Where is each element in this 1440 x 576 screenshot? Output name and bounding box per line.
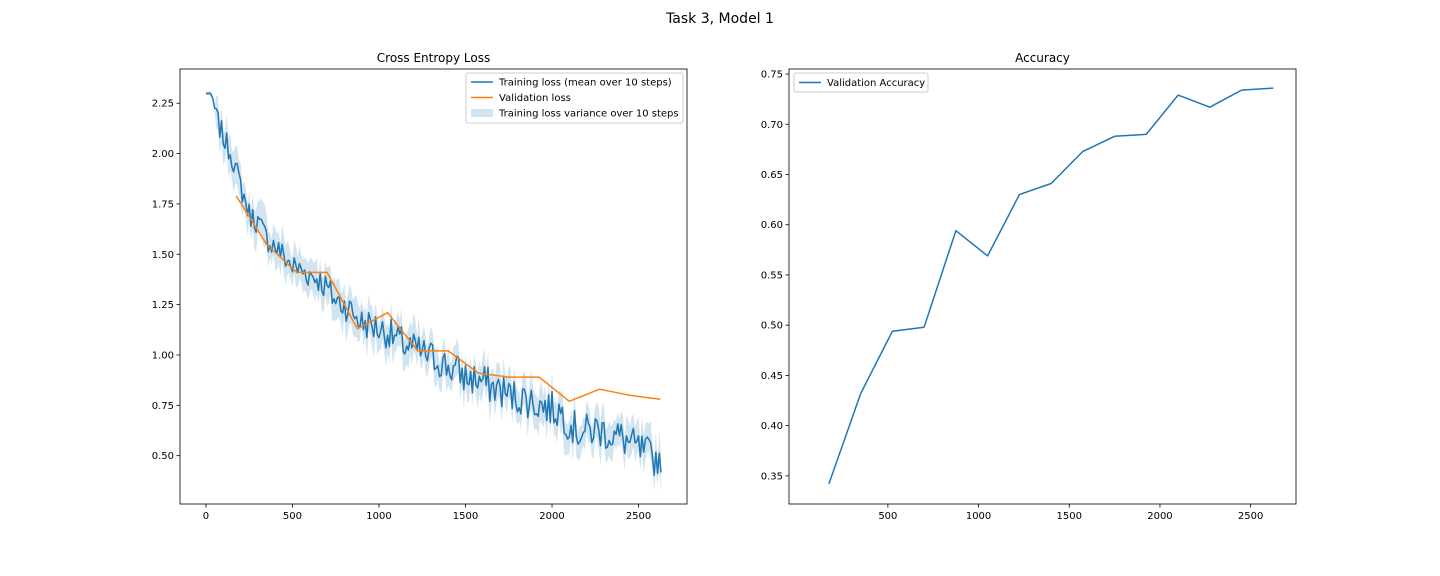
validation-loss-line bbox=[235, 195, 661, 403]
y-tick-label: 0.35 bbox=[761, 471, 783, 482]
accuracy-legend: Validation Accuracy bbox=[793, 72, 929, 93]
loss-legend: Training loss (mean over 10 steps) Valida… bbox=[465, 72, 684, 124]
y-tick-label: 2.25 bbox=[152, 99, 174, 110]
figure-suptitle: Task 3, Model 1 bbox=[665, 11, 774, 27]
y-tick-label: 0.40 bbox=[761, 421, 783, 432]
accuracy-chart: Accuracy 500 1000 1500 2000 2500 0.35 0.40 0.45 0… bbox=[761, 51, 1297, 522]
x-tick-label: 2000 bbox=[1147, 511, 1172, 522]
legend-accuracy-label: Validation Accuracy bbox=[827, 78, 925, 89]
y-tick-label: 0.45 bbox=[761, 371, 783, 382]
y-tick-label: 0.65 bbox=[761, 170, 783, 181]
x-tick-label: 2500 bbox=[626, 511, 651, 522]
x-tick-label: 1500 bbox=[1057, 511, 1082, 522]
y-tick-label: 0.70 bbox=[761, 120, 783, 131]
x-tick-label: 2000 bbox=[539, 511, 564, 522]
loss-chart: Cross Entropy Loss 0 500 1000 1500 2000 2500 0.… bbox=[152, 51, 688, 522]
chart-title: Cross Entropy Loss bbox=[377, 51, 490, 65]
x-tick-label: 2500 bbox=[1238, 511, 1263, 522]
y-tick-label: 0.75 bbox=[761, 70, 783, 81]
legend-training-loss-label: Training loss (mean over 10 steps) bbox=[498, 78, 672, 89]
y-tick-label: 1.00 bbox=[152, 350, 174, 361]
y-tick-label: 0.50 bbox=[761, 321, 783, 332]
y-tick-label: 1.50 bbox=[152, 250, 174, 261]
y-tick-label: 0.50 bbox=[152, 451, 174, 462]
y-tick-label: 0.55 bbox=[761, 270, 783, 281]
axes-frame bbox=[179, 68, 688, 505]
legend-frame bbox=[465, 72, 684, 124]
x-tick-label: 1000 bbox=[366, 511, 391, 522]
x-tick-label: 1500 bbox=[453, 511, 478, 522]
x-tick-label: 1000 bbox=[966, 511, 991, 522]
legend-frame bbox=[793, 72, 929, 93]
validation-accuracy-line bbox=[828, 87, 1274, 485]
legend-variance-swatch bbox=[471, 109, 493, 117]
x-tick-label: 0 bbox=[203, 511, 209, 522]
x-tick-label: 500 bbox=[283, 511, 302, 522]
x-tick-label: 500 bbox=[878, 511, 897, 522]
y-tick-label: 0.75 bbox=[152, 401, 174, 412]
legend-variance-label: Training loss variance over 10 steps bbox=[498, 109, 679, 120]
training-variance-band bbox=[206, 90, 661, 492]
chart-title: Accuracy bbox=[1015, 51, 1070, 65]
y-tick-label: 1.25 bbox=[152, 300, 174, 311]
y-tick-label: 1.75 bbox=[152, 199, 174, 210]
training-loss-line bbox=[205, 92, 662, 476]
y-tick-label: 2.00 bbox=[152, 149, 174, 160]
y-tick-label: 0.60 bbox=[761, 220, 783, 231]
axes-frame bbox=[788, 68, 1297, 505]
legend-validation-loss-label: Validation loss bbox=[499, 93, 571, 104]
